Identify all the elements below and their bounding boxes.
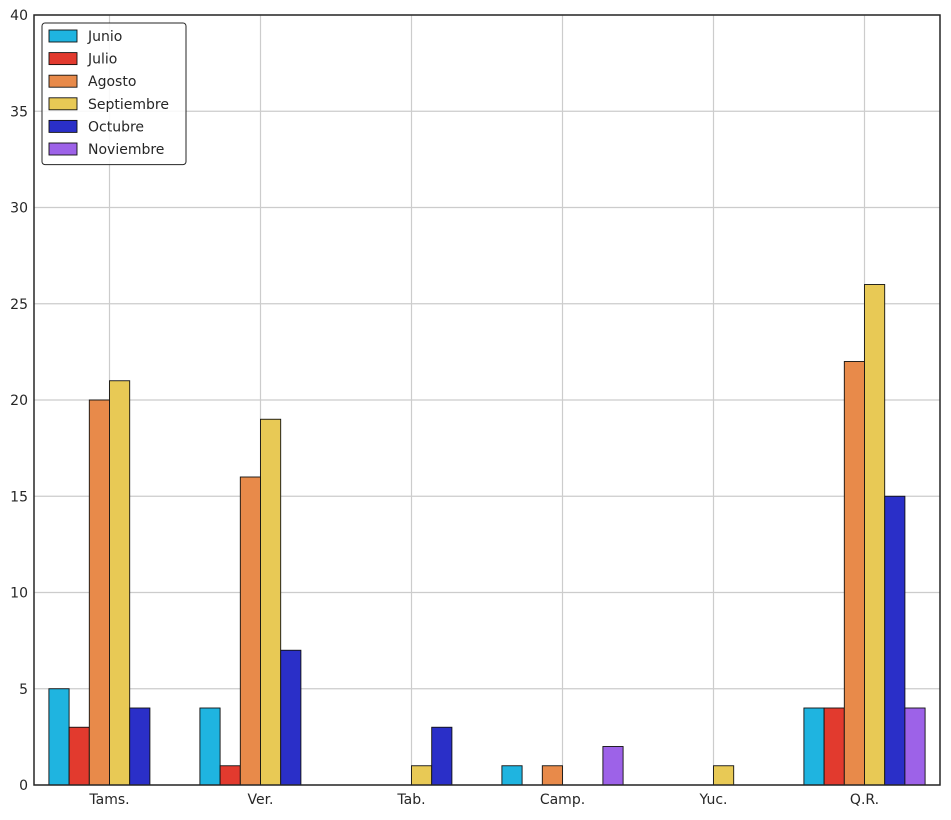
legend-label: Julio xyxy=(87,52,117,68)
legend-label: Septiembre xyxy=(88,97,169,113)
x-tick-label: Camp. xyxy=(540,792,585,808)
y-tick-label: 40 xyxy=(10,8,28,24)
x-tick-label: Yuc. xyxy=(699,792,728,808)
y-tick-label: 25 xyxy=(10,297,28,313)
bar xyxy=(541,765,563,786)
x-tick-label: Ver. xyxy=(247,792,273,808)
y-tick-label: 30 xyxy=(10,201,28,217)
bar xyxy=(904,707,926,786)
bar xyxy=(431,726,453,786)
legend-swatch xyxy=(48,52,78,66)
legend-frame xyxy=(41,22,187,166)
bar xyxy=(68,726,90,786)
legend-swatch xyxy=(48,97,78,111)
bar xyxy=(88,399,110,786)
bar xyxy=(199,707,221,786)
bar xyxy=(239,476,261,786)
y-tick-label: 10 xyxy=(10,586,28,602)
y-tick-label: 0 xyxy=(19,778,28,794)
bar xyxy=(864,284,886,786)
bar xyxy=(501,765,523,786)
bar xyxy=(823,707,845,786)
bar xyxy=(129,707,151,786)
bar xyxy=(411,765,433,786)
x-tick-label: Tab. xyxy=(396,792,425,808)
y-tick-label: 5 xyxy=(19,682,28,698)
x-tick-label: Tams. xyxy=(88,792,129,808)
x-axis-ticks: Tams. Ver. Tab. Camp. Yuc. Q.R. xyxy=(88,792,879,808)
legend: Junio Julio Agosto Septiembre Octubre Noviemb… xyxy=(41,22,187,166)
bar xyxy=(602,746,624,786)
bar xyxy=(219,765,241,786)
bar xyxy=(713,765,735,786)
legend-swatch xyxy=(48,29,78,43)
y-tick-label: 15 xyxy=(10,489,28,505)
legend-swatch xyxy=(48,142,78,156)
bar xyxy=(48,688,70,786)
legend-label: Junio xyxy=(87,29,122,45)
legend-label: Agosto xyxy=(88,74,136,90)
x-tick-label: Q.R. xyxy=(850,792,879,808)
y-tick-label: 20 xyxy=(10,393,28,409)
bar xyxy=(109,380,131,786)
bar xyxy=(884,495,906,786)
legend-swatch xyxy=(48,119,78,133)
plot-frame xyxy=(33,14,941,786)
legend-swatch xyxy=(48,74,78,88)
bars xyxy=(48,284,926,786)
bar xyxy=(260,418,282,786)
y-tick-label: 35 xyxy=(10,104,28,120)
bar xyxy=(280,649,302,786)
legend-label: Octubre xyxy=(88,119,144,135)
legend-label: Noviembre xyxy=(88,142,164,158)
bar xyxy=(843,361,865,786)
y-axis-ticks: 0 5 10 15 20 25 30 35 40 xyxy=(10,8,28,794)
bar xyxy=(803,707,825,786)
